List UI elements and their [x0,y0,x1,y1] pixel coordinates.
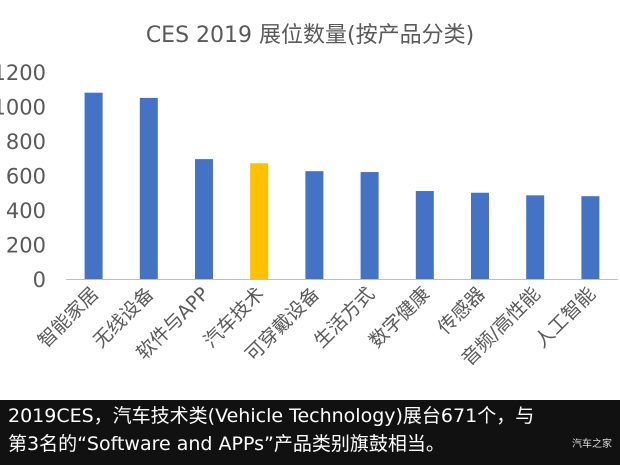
bar [415,191,434,279]
caption-line-2: 第3名的“Software and APPs”产品类别旗鼓相当。 [8,433,445,455]
x-tick-label: 智能家居 [34,283,103,352]
bar [581,196,600,279]
bar [250,163,269,279]
x-tick-label: 生活方式 [310,283,379,352]
bar [471,192,489,279]
caption-line-1: 2019CES，汽车技术类(Vehicle Technology)展台671个，… [8,405,535,427]
bar [84,92,103,279]
y-tick-label: 800 [6,130,46,154]
watermark: 汽车之家 [572,439,612,450]
bar [360,172,379,279]
y-tick-label: 400 [6,199,46,223]
y-tick-label: 1200 [0,61,46,85]
x-tick-label: 数字健康 [365,283,434,352]
caption-box: 2019CES，汽车技术类(Vehicle Technology)展台671个，… [0,400,620,465]
x-tick-label: 人工智能 [531,283,600,352]
chart-area: CES 2019 展位数量(按产品分类) 0 200 400 600 800 1000 120… [0,23,618,370]
y-tick-label: 600 [6,165,46,189]
bar [526,195,545,279]
bar [139,97,158,279]
bar [305,171,324,279]
y-tick-label: 1000 [0,96,46,120]
y-tick-label: 0 [33,268,46,292]
bar-chart: CES 2019 展位数量(按产品分类) 0 200 400 600 800 1000 120… [0,23,618,370]
y-tick-label: 200 [6,234,46,258]
chart-title: CES 2019 展位数量(按产品分类) [146,23,474,48]
bar [195,159,213,279]
